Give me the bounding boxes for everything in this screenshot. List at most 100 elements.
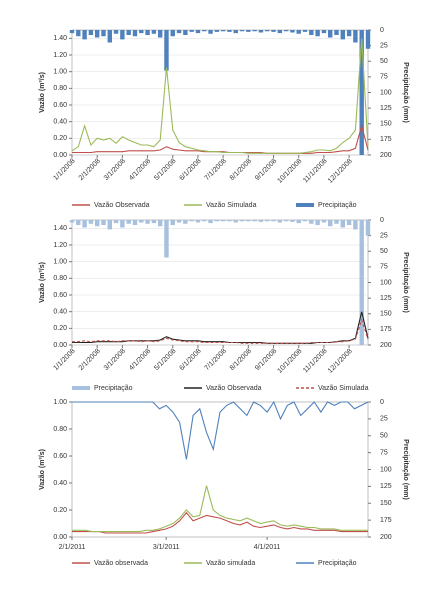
x-tick-label: 3/1/2008 (103, 348, 127, 372)
y2-tick-label: 125 (380, 105, 392, 112)
legend-label: Vazão Simulada (206, 202, 257, 209)
y-tick-label: 1.40 (53, 225, 67, 232)
precip-bar (183, 30, 188, 35)
precip-bar (290, 220, 295, 222)
precip-bar (334, 220, 339, 224)
precip-bar (208, 220, 213, 224)
precip-bar (252, 30, 257, 32)
precip-bar (101, 30, 106, 37)
precip-bar (139, 30, 144, 34)
precip-bar (315, 30, 320, 37)
precip-bar (88, 30, 94, 35)
precip-bar (265, 220, 270, 222)
y2-tick-label: 150 (380, 500, 392, 507)
y2-tick-label: 175 (380, 326, 392, 333)
y-tick-label: 0.80 (53, 426, 67, 433)
y2-tick-label: 100 (380, 466, 392, 473)
precip-bar (82, 220, 87, 228)
chart: 0.00 0.20 0.40 0.60 0.80 1.00 0 25 50 75 100 125 150… (39, 399, 409, 567)
y2-tick-label: 25 (380, 42, 388, 49)
precip-bar (334, 30, 339, 35)
precip-bar (258, 30, 264, 33)
precip-bar (365, 30, 371, 49)
y-tick-label: 0.80 (53, 275, 67, 282)
plot-area (71, 219, 369, 346)
y-tick-label: 0.00 (53, 152, 67, 159)
precip-bar (346, 30, 352, 37)
y2-tick-label: 50 (380, 248, 388, 255)
y-tick-label: 1.20 (53, 52, 67, 59)
precip-bar (340, 220, 346, 228)
chart: 0.00 0.20 0.40 0.60 0.80 1.00 1.20 1.40 0 25 50 75 1… (39, 217, 409, 392)
precip-bar (227, 220, 232, 222)
y2-axis-title: Precipitação (mm) (402, 252, 409, 313)
precip-bar (164, 220, 169, 258)
precip-bar (195, 220, 201, 223)
precip-bar (328, 30, 333, 38)
precip-bar (88, 220, 94, 224)
precip-bar (277, 220, 283, 223)
precip-bar (183, 220, 188, 224)
x-tick-label: 1/1/2008 (52, 348, 76, 372)
plot-area (71, 401, 369, 538)
precip-bar (283, 30, 289, 32)
precip-bar (239, 220, 245, 222)
precip-bar (170, 220, 175, 225)
y-tick-label: 0.20 (53, 135, 67, 142)
precip-bar (214, 220, 220, 222)
legend-swatch (296, 203, 314, 207)
precip-bar (321, 220, 327, 223)
y-tick-label: 0.80 (53, 85, 67, 92)
precip-bar (239, 30, 245, 32)
y-tick-label: 1.00 (53, 259, 67, 266)
precip-bar (101, 220, 106, 225)
precip-bar (107, 30, 112, 43)
precip-bar (145, 30, 150, 35)
y-tick-label: 0.60 (53, 102, 67, 109)
series-line (72, 400, 369, 460)
series-line (72, 511, 368, 534)
y-tick-label: 0.40 (53, 119, 67, 126)
x-tick-label: 8/1/2008 (229, 158, 253, 182)
precip-bar (227, 30, 232, 32)
precip-bar (233, 220, 238, 223)
x-tick-label: 4/1/2008 (128, 158, 152, 182)
y-tick-label: 0.20 (53, 325, 67, 332)
x-tick-label: 2/1/2008 (78, 348, 102, 372)
series-line (71, 38, 369, 154)
y-tick-label: 1.40 (53, 35, 67, 42)
y-tick-label: 1.20 (53, 242, 67, 249)
x-tick-label: 7/1/2008 (204, 348, 228, 372)
x-tick-label: 5/1/2008 (153, 348, 177, 372)
x-tick-label: 10/1/2008 (276, 158, 303, 185)
precip-bar (113, 220, 119, 224)
x-tick-label: 12/1/2008 (327, 158, 354, 185)
precip-bar (296, 220, 301, 224)
precip-bar (94, 30, 100, 38)
precip-bar (265, 30, 270, 32)
precip-bar (176, 220, 182, 223)
precip-bar (296, 30, 301, 34)
precip-bar (189, 220, 194, 222)
legend-label: Precipitação (318, 202, 357, 209)
y-axis-title: Vazão (m³/s) (39, 262, 46, 303)
y2-tick-label: 0 (380, 399, 384, 406)
x-tick-label: 8/1/2008 (229, 348, 253, 372)
precip-bar (359, 30, 364, 155)
legend-label: Vazão Observada (94, 202, 150, 209)
precip-bar (346, 220, 352, 225)
y2-tick-label: 200 (380, 152, 392, 159)
y2-tick-label: 25 (380, 232, 388, 239)
plot-area (71, 29, 369, 156)
precip-bar (132, 30, 138, 37)
x-tick-label: 4/1/2011 (254, 544, 281, 551)
precip-bar (258, 220, 264, 222)
precip-bar (252, 220, 257, 222)
precip-bar (321, 30, 327, 34)
y2-tick-label: 75 (380, 449, 388, 456)
precip-bar (353, 30, 358, 43)
precip-bar (76, 30, 81, 37)
y-tick-label: 0.60 (53, 292, 67, 299)
y2-tick-label: 125 (380, 483, 392, 490)
y-tick-label: 0.40 (53, 309, 67, 316)
